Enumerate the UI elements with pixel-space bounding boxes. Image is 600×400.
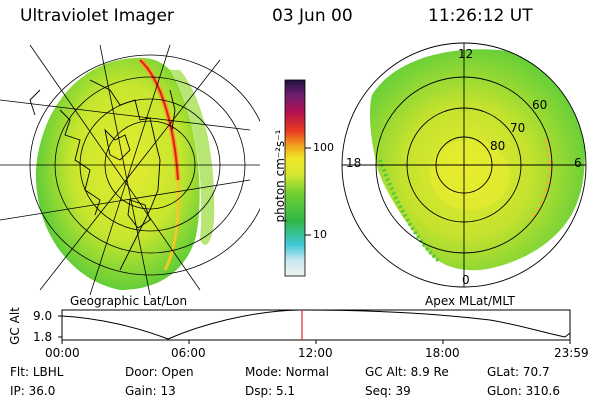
altitude-xtick-3: 18:00 (425, 346, 460, 360)
polar-plot (341, 42, 587, 288)
altitude-curve (61, 309, 571, 340)
colorbar-tick-10: 10 (313, 228, 327, 241)
date-label: 03 Jun 00 (272, 6, 353, 26)
colorbar (284, 79, 311, 277)
mlt-label-12: 12 (458, 47, 474, 61)
status-flt: Flt: LBHL (10, 365, 64, 379)
colorbar-unit-label: photon cm⁻²s⁻¹ (273, 129, 287, 223)
altitude-xtick-2: 12:00 (298, 346, 333, 360)
left-panel-caption: Geographic Lat/Lon (70, 294, 188, 308)
right-panel-caption: Apex MLat/MLT (425, 294, 515, 308)
colorbar-tick-100: 100 (313, 141, 334, 154)
status-gain: Gain: 13 (125, 384, 176, 398)
mlt-label-18: 18 (346, 156, 362, 170)
instrument-title: Ultraviolet Imager (20, 6, 174, 26)
altitude-ytick-9: 9.0 (33, 309, 53, 323)
status-mode: Mode: Normal (245, 365, 329, 379)
altitude-ylabel: GC Alt (8, 307, 22, 345)
altitude-plot-frame (61, 309, 571, 341)
status-glon: GLon: 310.6 (487, 384, 560, 398)
status-glat: GLat: 70.7 (487, 365, 550, 379)
uv-image-region (35, 57, 200, 291)
altitude-xtick-1: 06:00 (171, 346, 206, 360)
lat-label-80: 80 (490, 139, 506, 153)
altitude-xtick-0: 00:00 (45, 346, 80, 360)
altitude-ytick-1: 1.8 (33, 330, 53, 344)
mlt-label-6: 6 (574, 156, 582, 170)
status-seq: Seq: 39 (365, 384, 411, 398)
status-gc-alt: GC Alt: 8.9 Re (365, 365, 449, 379)
status-door: Door: Open (125, 365, 194, 379)
time-label: 11:26:12 UT (428, 6, 533, 26)
geographic-map (0, 44, 260, 295)
mlt-label-0: 0 (462, 273, 470, 287)
lat-label-70: 70 (510, 121, 526, 135)
lat-label-60: 60 (532, 98, 548, 112)
altitude-xtick-4: 23:59 (554, 346, 589, 360)
status-dsp: Dsp: 5.1 (245, 384, 296, 398)
status-ip: IP: 36.0 (10, 384, 56, 398)
altitude-plot (58, 309, 571, 344)
